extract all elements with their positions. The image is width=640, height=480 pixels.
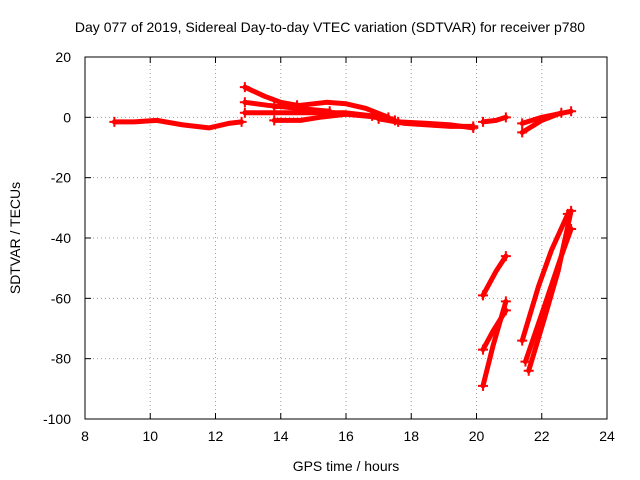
data-point-marker — [393, 116, 404, 127]
data-point-marker — [517, 127, 528, 138]
y-tick-label: -40 — [51, 230, 71, 246]
y-tick-label: 0 — [63, 109, 71, 125]
axis-ticks: 8 10 12 14 16 18 20 22 24 20 0 -20 -40 -60 -80 -100 — [43, 49, 615, 444]
x-tick-label: 12 — [208, 428, 224, 444]
series-track-8 — [393, 116, 479, 133]
data-point-marker — [556, 107, 567, 118]
series-track-6 — [269, 99, 394, 123]
chart-title: Day 077 of 2019, Sidereal Day-to-day VTE… — [75, 19, 585, 35]
data-point-marker — [478, 116, 489, 127]
data-point-marker — [269, 101, 280, 112]
y-tick-label: -100 — [43, 411, 71, 427]
data-point-marker — [239, 107, 250, 118]
series-track-14 — [478, 296, 511, 391]
x-tick-label: 22 — [534, 428, 550, 444]
data-point-marker — [468, 122, 479, 133]
data-point-marker — [500, 112, 511, 123]
series-track-12 — [478, 251, 511, 301]
y-axis-label: SDTVAR / TECUs — [7, 182, 23, 294]
data-point-marker — [239, 97, 250, 108]
x-tick-label: 18 — [403, 428, 419, 444]
data-tracks — [109, 82, 577, 391]
x-tick-label: 14 — [273, 428, 289, 444]
data-point-marker — [478, 380, 489, 391]
series-track — [519, 211, 571, 344]
data-point-marker — [109, 116, 120, 127]
y-tick-label: -60 — [51, 290, 71, 306]
x-tick-label: 24 — [599, 428, 615, 444]
y-tick-label: -20 — [51, 170, 71, 186]
series-track — [526, 208, 574, 374]
data-point-marker — [478, 290, 489, 301]
data-point-marker — [566, 205, 577, 216]
x-tick-label: 16 — [338, 428, 354, 444]
series-track-16 — [520, 223, 577, 367]
data-point-marker — [269, 115, 280, 126]
series-track-17 — [523, 205, 577, 376]
series-track — [519, 110, 564, 135]
x-axis-label: GPS time / hours — [293, 458, 400, 474]
data-point-marker — [500, 296, 511, 307]
data-point-marker — [239, 82, 250, 93]
series-track-15 — [517, 208, 573, 346]
series-track-9 — [478, 112, 511, 127]
y-tick-label: -80 — [51, 351, 71, 367]
grid — [85, 57, 607, 419]
y-tick-label: 20 — [55, 49, 71, 65]
series-track-1 — [109, 116, 247, 131]
series-track — [271, 99, 391, 120]
series-track — [480, 298, 509, 389]
data-point-marker — [520, 356, 531, 367]
data-point-marker — [373, 113, 384, 124]
data-point-marker — [236, 116, 247, 127]
data-point-marker — [500, 251, 511, 262]
data-point-marker — [478, 344, 489, 355]
data-point-marker — [523, 365, 534, 376]
data-point-marker — [566, 106, 577, 117]
data-point-marker — [517, 118, 528, 129]
series-track — [480, 253, 509, 298]
x-tick-label: 20 — [469, 428, 485, 444]
x-tick-label: 10 — [142, 428, 158, 444]
series-track — [111, 117, 245, 131]
x-tick-label: 8 — [81, 428, 89, 444]
data-point-marker — [517, 335, 528, 346]
series-track-11 — [517, 107, 567, 138]
series-track — [395, 119, 476, 131]
